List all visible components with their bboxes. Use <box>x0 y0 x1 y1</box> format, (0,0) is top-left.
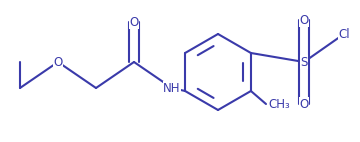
Text: O: O <box>300 98 309 110</box>
Text: O: O <box>53 56 63 68</box>
Text: S: S <box>300 56 308 68</box>
Text: O: O <box>300 13 309 27</box>
Text: CH₃: CH₃ <box>268 98 290 110</box>
Text: NH: NH <box>163 82 181 94</box>
Text: O: O <box>129 15 139 29</box>
Text: Cl: Cl <box>338 28 350 40</box>
